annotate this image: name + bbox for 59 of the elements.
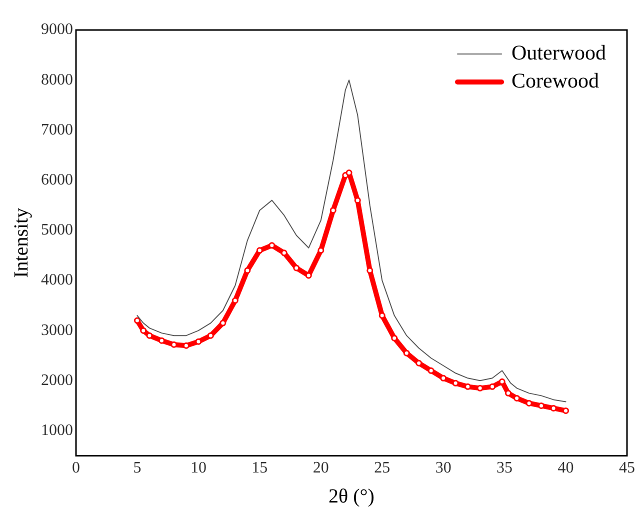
point — [346, 170, 352, 176]
point — [452, 380, 459, 386]
point — [170, 341, 178, 348]
y-tick-label: 1000 — [41, 422, 73, 439]
x-tick-label: 5 — [133, 460, 142, 477]
point — [182, 342, 190, 349]
point — [538, 402, 545, 409]
x-tick-label: 15 — [252, 460, 268, 477]
point — [140, 327, 147, 334]
point — [256, 247, 263, 254]
point — [354, 197, 361, 204]
point — [220, 320, 226, 326]
point — [293, 264, 300, 272]
point — [550, 404, 557, 412]
x-tick-label: 40 — [558, 460, 574, 477]
point — [416, 360, 422, 366]
y-tick-label: 6000 — [41, 171, 73, 188]
x-tick-label: 35 — [496, 460, 513, 477]
x-tick-label: 30 — [435, 460, 452, 477]
point — [378, 312, 386, 319]
y-axis-title: Intensity — [10, 208, 32, 278]
y-tick-label: 5000 — [41, 222, 73, 239]
x-tick-label: 25 — [374, 460, 390, 477]
point — [526, 400, 532, 406]
point — [146, 332, 153, 339]
point — [562, 407, 570, 414]
point — [280, 250, 288, 256]
point — [514, 394, 520, 402]
x-tick-label: 0 — [72, 460, 80, 477]
point — [504, 390, 512, 396]
point — [366, 267, 374, 274]
point — [158, 337, 165, 344]
x-tick-label: 20 — [312, 460, 329, 477]
legend-label: Corewood — [512, 68, 600, 93]
y-tick-label: 9000 — [41, 21, 73, 38]
point — [428, 367, 434, 374]
x-axis-title: 2θ (°) — [328, 485, 374, 508]
point — [440, 374, 447, 382]
x-tick-label: 10 — [190, 460, 206, 477]
x-tick-label: 45 — [619, 460, 635, 477]
y-tick-label: 4000 — [41, 272, 73, 289]
point — [476, 384, 484, 392]
point — [391, 334, 398, 342]
point — [464, 383, 472, 390]
point — [318, 247, 324, 254]
point — [134, 317, 140, 324]
point — [330, 207, 336, 214]
point — [207, 332, 214, 339]
y-tick-label: 7000 — [41, 121, 73, 138]
point — [489, 383, 496, 390]
point — [195, 338, 202, 345]
y-tick-label: 3000 — [41, 322, 73, 339]
point — [268, 242, 276, 249]
point — [244, 267, 251, 274]
point — [232, 297, 238, 304]
legend-label: Outerwood — [512, 40, 606, 65]
y-tick-label: 2000 — [41, 372, 73, 389]
y-tick-label: 8000 — [41, 71, 73, 88]
point — [403, 350, 410, 356]
